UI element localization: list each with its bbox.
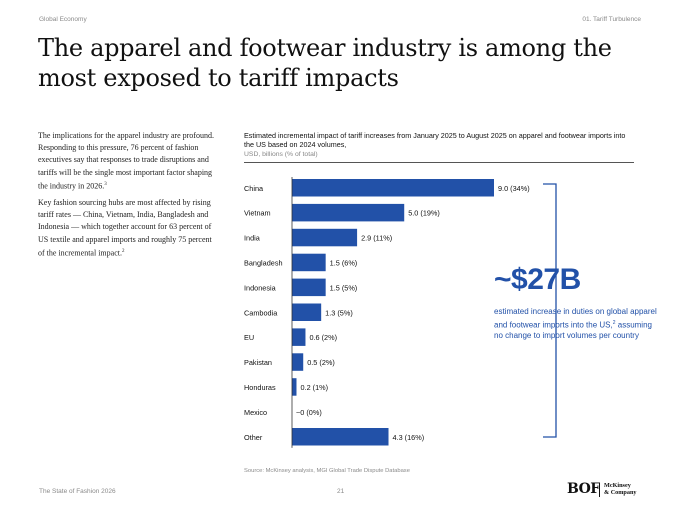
- bar-indonesia: [292, 278, 326, 297]
- callout-text-rest: assuming no change to import volumes per…: [494, 320, 652, 340]
- title-line-2: most exposed to tariff impacts: [38, 64, 399, 92]
- bar-cambodia: [292, 303, 322, 321]
- total-bracket: [543, 183, 557, 438]
- section-label: Global Economy: [39, 16, 87, 23]
- category-label-bangladesh: Bangladesh: [244, 258, 283, 267]
- value-label-mexico: ~0 (0%): [296, 408, 322, 417]
- category-label-vietnam: Vietnam: [244, 209, 271, 218]
- callout-text: estimated increase in duties on global a…: [494, 307, 659, 341]
- category-label-eu: EU: [244, 333, 254, 342]
- value-label-eu: 0.6 (2%): [309, 333, 337, 342]
- category-label-indonesia: Indonesia: [244, 283, 277, 292]
- value-label-pakistan: 0.5 (2%): [307, 358, 335, 367]
- mckinsey-logo: McKinsey & Company: [604, 482, 637, 496]
- chart-units: USD, billions (% of total): [244, 151, 318, 158]
- category-label-pakistan: Pakistan: [244, 358, 272, 367]
- page-number: 21: [337, 488, 345, 495]
- value-label-china: 9.0 (34%): [498, 184, 530, 193]
- category-label-honduras: Honduras: [244, 383, 276, 392]
- category-label-mexico: Mexico: [244, 408, 267, 417]
- category-label-other: Other: [244, 433, 263, 442]
- report-name: The State of Fashion 2026: [39, 488, 116, 495]
- chart-source: Source: McKinsey analysis, MGI Global Tr…: [244, 468, 410, 474]
- footnote-ref-2: 2: [121, 248, 125, 254]
- body-paragraph-2: Key fashion sourcing hubs are most affec…: [38, 197, 218, 260]
- mckinsey-logo-line-2: & Company: [604, 489, 637, 496]
- callout-text-body: estimated increase in duties on global a…: [494, 307, 657, 330]
- chart-title: Estimated incremental impact of tariff i…: [244, 131, 626, 149]
- value-label-vietnam: 5.0 (19%): [408, 209, 440, 218]
- chart-title-rule: [244, 162, 634, 163]
- bof-logo: BOF: [567, 481, 600, 497]
- footnote-ref-3: 3: [104, 181, 107, 187]
- category-label-china: China: [244, 184, 264, 193]
- callout-footnote-ref: 2: [612, 319, 616, 326]
- bar-vietnam: [292, 203, 405, 222]
- category-label-cambodia: Cambodia: [244, 308, 278, 317]
- body-paragraph-1-text: The implications for the apparel industr…: [38, 131, 214, 191]
- bar-bangladesh: [292, 253, 326, 272]
- mckinsey-logo-line-1: McKinsey: [604, 482, 631, 489]
- bar-other: [292, 428, 389, 446]
- page-title: The apparel and footwear industry is amo…: [38, 33, 638, 93]
- logo-divider: [599, 483, 600, 497]
- value-label-indonesia: 1.5 (5%): [330, 283, 358, 292]
- bar-honduras: [292, 378, 297, 396]
- value-label-other: 4.3 (16%): [393, 433, 425, 442]
- body-paragraph-2-text: Key fashion sourcing hubs are most affec…: [38, 198, 212, 258]
- bar-china: [292, 179, 494, 197]
- chapter-label: 01. Tariff Turbulence: [582, 16, 641, 23]
- bar-india: [292, 228, 358, 247]
- value-label-honduras: 0.2 (1%): [300, 383, 328, 392]
- value-label-bangladesh: 1.5 (6%): [330, 258, 358, 267]
- bar-eu: [292, 328, 306, 346]
- callout-value: ~$27B: [494, 263, 581, 296]
- category-label-india: India: [244, 234, 261, 243]
- bar-pakistan: [292, 353, 304, 371]
- value-label-india: 2.9 (11%): [361, 234, 392, 243]
- body-paragraph-1: The implications for the apparel industr…: [38, 130, 218, 193]
- title-line-1: The apparel and footwear industry is amo…: [38, 34, 612, 62]
- value-label-cambodia: 1.3 (5%): [325, 308, 353, 317]
